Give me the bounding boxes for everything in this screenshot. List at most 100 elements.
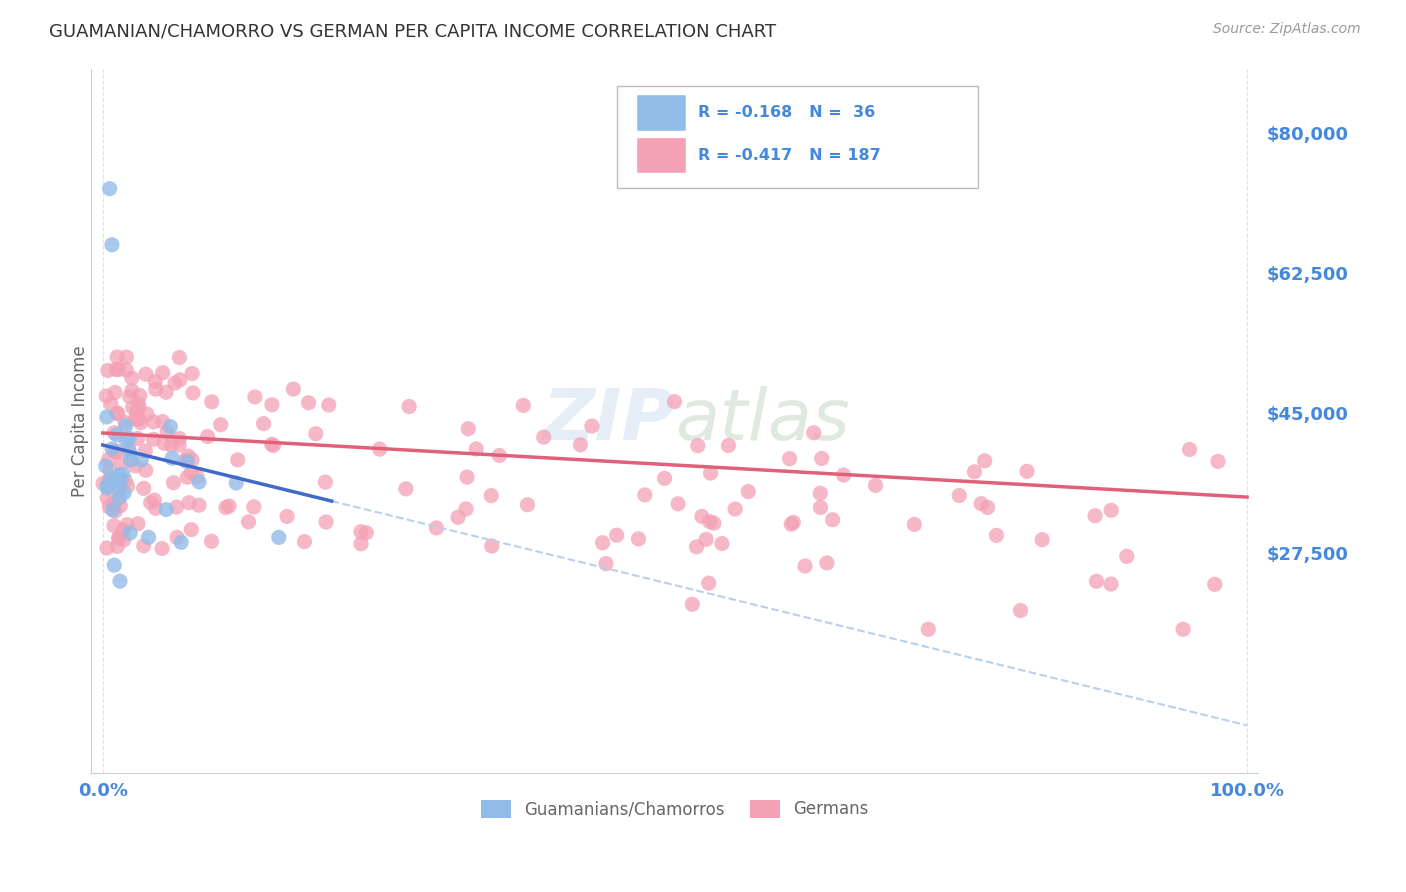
Point <box>1085 574 1108 589</box>
Point <box>104 444 127 458</box>
Point <box>1010 603 1032 617</box>
Point <box>94 459 117 474</box>
Point <box>262 438 284 452</box>
Point <box>101 503 124 517</box>
Point <box>132 539 155 553</box>
Point <box>215 500 238 515</box>
Point <box>107 362 129 376</box>
Point <box>97 363 120 377</box>
Text: GUAMANIAN/CHAMORRO VS GERMAN PER CAPITA INCOME CORRELATION CHART: GUAMANIAN/CHAMORRO VS GERMAN PER CAPITA … <box>49 22 776 40</box>
Point <box>821 513 844 527</box>
Point <box>699 515 721 529</box>
Point <box>457 422 479 436</box>
Point <box>108 491 131 505</box>
Point <box>128 388 150 402</box>
Point <box>98 474 121 488</box>
Point <box>166 530 188 544</box>
Point <box>283 382 305 396</box>
Point <box>697 576 720 591</box>
Point <box>169 373 191 387</box>
Point <box>105 427 128 442</box>
Point <box>176 455 198 469</box>
Point <box>627 532 650 546</box>
Point <box>654 471 676 485</box>
Point <box>169 432 191 446</box>
Point <box>1204 577 1226 591</box>
Point <box>201 395 224 409</box>
Point <box>456 470 478 484</box>
Point <box>160 451 183 466</box>
Point <box>107 468 129 483</box>
Point <box>1099 577 1122 591</box>
FancyBboxPatch shape <box>617 87 979 188</box>
Point <box>155 502 177 516</box>
Point <box>794 559 817 574</box>
Point <box>350 537 373 551</box>
Point <box>180 523 202 537</box>
Point <box>105 350 128 364</box>
Point <box>159 419 181 434</box>
Point <box>103 558 125 573</box>
Point <box>127 432 149 446</box>
Point <box>398 400 420 414</box>
Point <box>724 502 747 516</box>
Point <box>686 439 709 453</box>
Point <box>169 351 191 365</box>
Point <box>104 385 127 400</box>
Point <box>98 500 121 514</box>
Point <box>103 425 125 440</box>
Point <box>97 453 120 467</box>
Point <box>350 524 373 539</box>
Point <box>96 491 118 505</box>
Point <box>225 475 247 490</box>
Point <box>110 499 132 513</box>
Point <box>152 415 174 429</box>
Point <box>142 432 165 446</box>
Point <box>142 415 165 429</box>
Point <box>118 431 141 445</box>
Point <box>117 440 139 454</box>
Point <box>695 533 717 547</box>
Point <box>703 516 725 531</box>
Point <box>120 525 142 540</box>
Point <box>108 483 131 498</box>
Point <box>681 597 703 611</box>
Point <box>243 500 266 514</box>
Point <box>96 541 118 555</box>
Point <box>512 399 534 413</box>
Point <box>226 453 249 467</box>
Point <box>101 237 124 252</box>
Point <box>948 489 970 503</box>
Point <box>156 425 179 440</box>
Point <box>96 409 118 424</box>
Point <box>970 497 993 511</box>
Point <box>103 518 125 533</box>
Point <box>710 536 733 550</box>
Point <box>737 484 759 499</box>
Point <box>903 517 925 532</box>
Point <box>127 516 149 531</box>
Point <box>810 451 832 466</box>
Point <box>634 488 657 502</box>
Point <box>181 367 204 381</box>
Point <box>516 498 538 512</box>
Point <box>114 415 136 429</box>
Point <box>592 535 614 549</box>
Point <box>98 182 121 196</box>
Point <box>152 366 174 380</box>
Point <box>186 470 208 484</box>
Point <box>200 534 222 549</box>
Point <box>105 445 128 459</box>
Point <box>865 478 887 492</box>
Point <box>666 497 689 511</box>
Point <box>108 574 131 589</box>
Point <box>177 496 200 510</box>
Point <box>917 622 939 636</box>
Point <box>1206 454 1229 468</box>
Point <box>685 540 707 554</box>
Text: atlas: atlas <box>675 386 849 456</box>
Point <box>112 486 135 500</box>
Point <box>454 502 477 516</box>
Point <box>96 479 118 493</box>
Point <box>139 495 162 509</box>
